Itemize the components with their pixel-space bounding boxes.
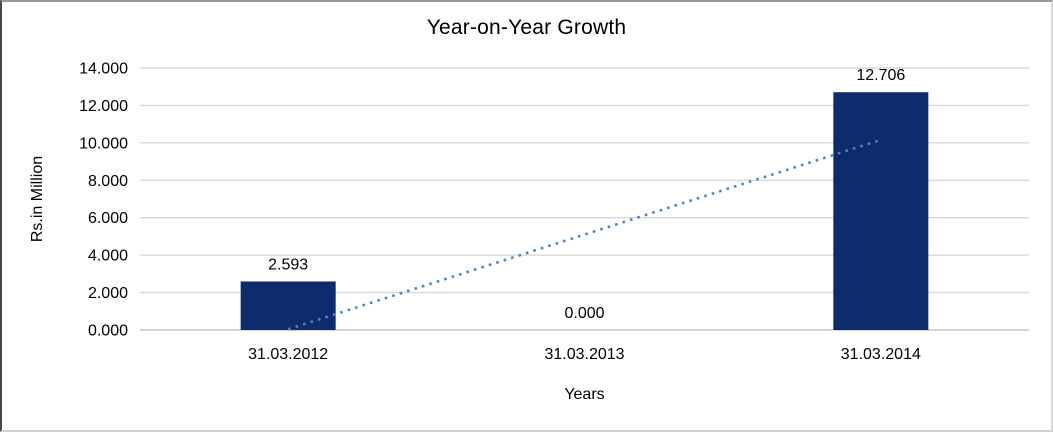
bar-data-label: 0.000	[564, 305, 604, 322]
y-tick-label: 12.000	[79, 98, 128, 115]
bar	[833, 92, 929, 331]
x-category-label: 31.03.2014	[841, 346, 921, 363]
bar-data-label: 2.593	[268, 256, 308, 273]
chart-title: Year-on-Year Growth	[426, 16, 627, 39]
y-tick-label: 2.000	[88, 285, 128, 302]
y-tick-label: 0.000	[88, 323, 128, 340]
y-tick-label: 4.000	[88, 248, 128, 265]
bar	[240, 281, 336, 330]
y-tick-label: 14.000	[79, 61, 128, 78]
y-tick-label: 8.000	[88, 173, 128, 190]
x-category-label: 31.03.2012	[248, 346, 328, 363]
y-tick-label: 6.000	[88, 210, 128, 227]
y-tick-label: 10.000	[79, 135, 128, 152]
x-axis-title: Years	[564, 386, 605, 403]
trendline	[287, 138, 882, 331]
bar-data-label: 12.706	[856, 67, 905, 84]
x-category-label: 31.03.2013	[544, 346, 624, 363]
